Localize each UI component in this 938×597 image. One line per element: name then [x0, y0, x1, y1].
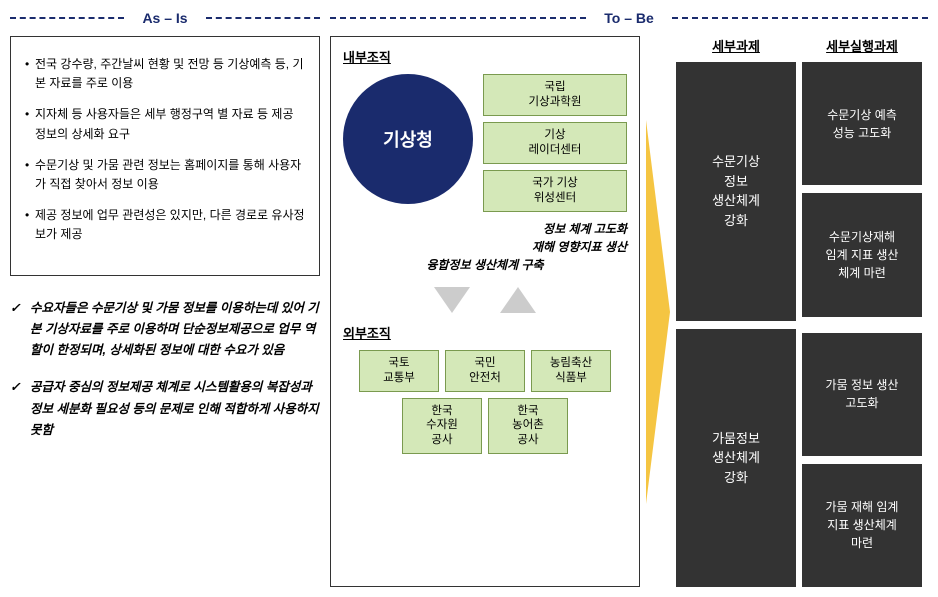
subtask-box: 수문기상 예측성능 고도화 [802, 62, 922, 185]
internal-section: 기상청 국립기상과학원 기상레이더센터 국가 기상위성센터 [343, 74, 627, 212]
arrow-row [343, 287, 627, 313]
tobe-body: 내부조직 기상청 국립기상과학원 기상레이더센터 국가 기상위성센터 정보 체계… [330, 36, 928, 587]
dash-line [10, 17, 124, 19]
asis-bullet: 수문기상 및 가뭄 관련 정보는 홈페이지를 통해 사용자가 직접 찾아서 정보… [25, 156, 305, 194]
subtasks-column: 세부실행과제 수문기상 예측성능 고도화 수문기상재해임계 지표 생산체계 마련… [802, 36, 922, 587]
task-box: 가뭄정보생산체계강화 [676, 329, 796, 588]
caption-line: 재해 영향지표 생산 [343, 238, 627, 256]
asis-note: 수요자들은 수문기상 및 가뭄 정보를 이용하는데 있어 기본 기상자료를 주로… [10, 298, 320, 362]
subtasks-header: 세부실행과제 [802, 36, 922, 56]
internal-org-box: 기상레이더센터 [483, 122, 627, 164]
external-org-box: 한국농어촌공사 [488, 398, 568, 455]
subtask-box: 가뭄 재해 임계지표 생산체계마련 [802, 464, 922, 587]
spacer [802, 325, 922, 333]
internal-title: 내부조직 [343, 47, 627, 66]
asis-note: 공급자 중심의 정보제공 체계로 시스템활용의 복잡성과 정보 세분화 필요성 … [10, 377, 320, 441]
tasks-column: 세부과제 수문기상정보생산체계강화 가뭄정보생산체계강화 [676, 36, 796, 587]
tobe-label: To – Be [586, 10, 672, 26]
external-org-box: 한국수자원공사 [402, 398, 482, 455]
kma-circle: 기상청 [343, 74, 473, 204]
asis-bullet: 제공 정보에 업무 관련성은 있지만, 다른 경로로 유사정보가 제공 [25, 206, 305, 244]
internal-boxes: 국립기상과학원 기상레이더센터 국가 기상위성센터 [483, 74, 627, 212]
tobe-column: To – Be 내부조직 기상청 국립기상과학원 기상레이더센터 국가 기상위성… [330, 10, 928, 587]
caption-line: 정보 체계 고도화 [343, 220, 627, 238]
dash-line [206, 17, 320, 19]
arrow-down-icon [434, 287, 470, 313]
spacer [676, 321, 796, 329]
subtask-box: 가뭄 정보 생산고도화 [802, 333, 922, 456]
external-org-box: 국민안전처 [445, 350, 525, 392]
internal-org-box: 국가 기상위성센터 [483, 170, 627, 212]
arrow-right-icon [646, 72, 670, 552]
asis-bullet: 전국 강수량, 주간날씨 현황 및 전망 등 기상예측 등, 기본 자료를 주로… [25, 55, 305, 93]
big-arrow [646, 36, 670, 587]
task-box: 수문기상정보생산체계강화 [676, 62, 796, 321]
asis-bullet: 지자체 등 사용자들은 세부 행정구역 별 자료 등 제공 정보의 상세화 요구 [25, 105, 305, 143]
asis-bullet-list: 전국 강수량, 주간날씨 현황 및 전망 등 기상예측 등, 기본 자료를 주로… [25, 55, 305, 245]
external-boxes: 국토교통부 국민안전처 농림축산식품부 한국수자원공사 한국농어촌공사 [343, 350, 627, 455]
internal-org-box: 국립기상과학원 [483, 74, 627, 116]
diagram-panel: 내부조직 기상청 국립기상과학원 기상레이더센터 국가 기상위성센터 정보 체계… [330, 36, 640, 587]
dash-line [672, 17, 928, 19]
asis-box: 전국 강수량, 주간날씨 현황 및 전망 등 기상예측 등, 기본 자료를 주로… [10, 36, 320, 276]
tobe-header: To – Be [330, 10, 928, 26]
external-title: 외부조직 [343, 323, 627, 342]
external-org-box: 농림축산식품부 [531, 350, 611, 392]
asis-header: As – Is [10, 10, 320, 26]
dash-line [330, 17, 586, 19]
arrow-up-icon [500, 287, 536, 313]
asis-column: As – Is 전국 강수량, 주간날씨 현황 및 전망 등 기상예측 등, 기… [10, 10, 320, 587]
mid-caption: 융합정보 생산체계 구축 [343, 256, 627, 273]
main-container: As – Is 전국 강수량, 주간날씨 현황 및 전망 등 기상예측 등, 기… [10, 10, 928, 587]
tasks-header: 세부과제 [676, 36, 796, 56]
diagram-caption: 정보 체계 고도화 재해 영향지표 생산 [343, 220, 627, 256]
external-org-box: 국토교통부 [359, 350, 439, 392]
subtask-box: 수문기상재해임계 지표 생산체계 마련 [802, 193, 922, 316]
asis-notes: 수요자들은 수문기상 및 가뭄 정보를 이용하는데 있어 기본 기상자료를 주로… [10, 298, 320, 458]
asis-label: As – Is [124, 10, 205, 26]
